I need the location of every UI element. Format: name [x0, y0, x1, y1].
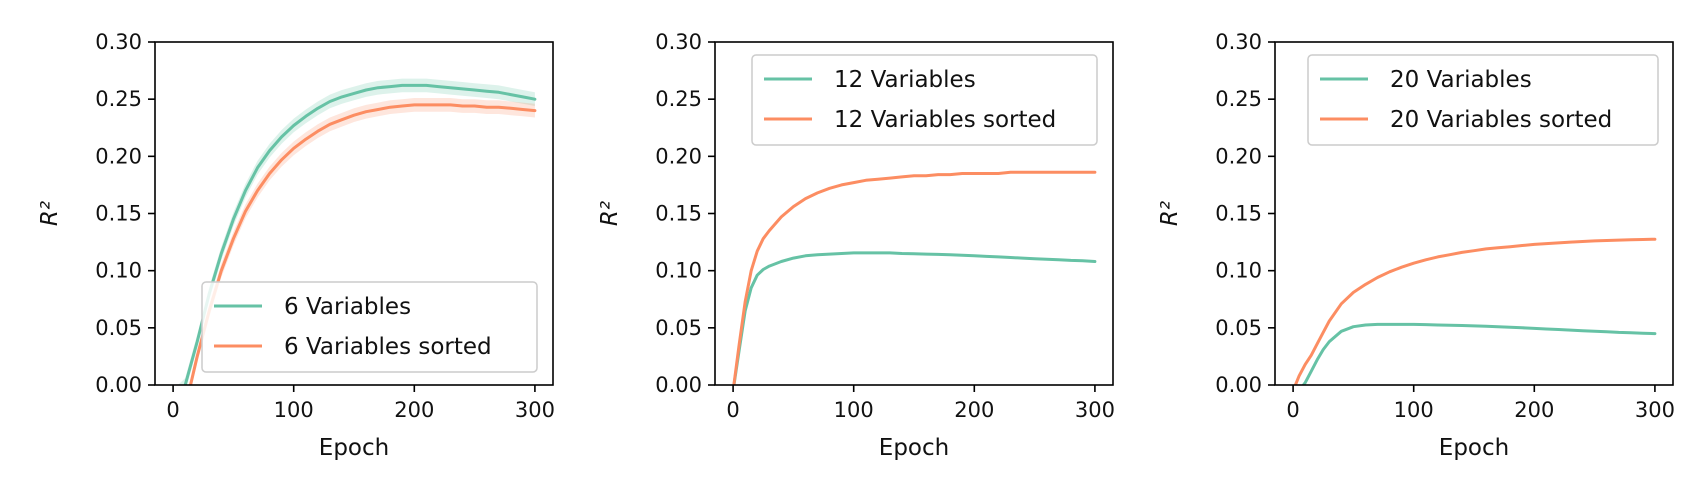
series-band-2: [188, 98, 535, 385]
plot-area: [1293, 237, 1657, 385]
x-tick-label: 100: [1394, 398, 1434, 422]
x-tick-label: 0: [1286, 398, 1299, 422]
legend-label-1: 12 Variables: [834, 67, 976, 93]
y-axis-label: R²: [1157, 201, 1183, 226]
y-tick-label: 0.30: [95, 30, 142, 54]
y-tick-label: 0.05: [1215, 316, 1262, 340]
x-tick-label: 100: [274, 398, 314, 422]
y-axis-label: R²: [597, 201, 623, 226]
plot-area: [177, 78, 537, 385]
y-tick-label: 0.10: [655, 259, 702, 283]
chart-panel-6-variables: 0 100 200 300 0.00 0.05 0.10 0.15 0.20 0.25 0.30 Ep…: [37, 30, 555, 461]
y-tick-label: 0.30: [1215, 30, 1262, 54]
legend-label-1: 20 Variables: [1390, 67, 1532, 93]
legend-label-2: 6 Variables sorted: [284, 334, 492, 360]
y-axis-label: R²: [37, 201, 63, 226]
y-tick-label: 0.05: [655, 316, 702, 340]
series-line-2: [188, 103, 537, 385]
x-tick-label: 200: [394, 398, 434, 422]
chart-panel-12-variables: 0 100 200 300 0.00 0.05 0.10 0.15 0.20 0.25 0.30 Ep…: [597, 30, 1115, 461]
y-tick-label: 0.20: [1215, 144, 1262, 168]
legend: 6 Variables 6 Variables sorted: [201, 281, 538, 373]
series-line-2: [1293, 237, 1657, 385]
y-tick-label: 0.05: [95, 316, 142, 340]
x-axis-label: Epoch: [319, 435, 389, 461]
y-tick-label: 0.30: [655, 30, 702, 54]
x-tick-label: 0: [726, 398, 739, 422]
y-tick-label: 0.25: [1215, 87, 1262, 111]
series-line-1: [732, 251, 1097, 385]
legend-box: [1307, 54, 1659, 146]
x-tick-label: 300: [515, 398, 555, 422]
x-tick-label: 100: [834, 398, 874, 422]
series-line-2: [732, 170, 1097, 385]
y-tick-label: 0.00: [95, 373, 142, 397]
legend-label-2: 12 Variables sorted: [834, 107, 1056, 133]
legend-label-2: 20 Variables sorted: [1390, 107, 1612, 133]
x-tick-label: 200: [954, 398, 994, 422]
legend: 20 Variables 20 Variables sorted: [1307, 54, 1659, 146]
x-axis-label: Epoch: [879, 435, 949, 461]
y-tick-label: 0.20: [655, 144, 702, 168]
series-line-1: [1301, 322, 1657, 385]
y-tick-label: 0.25: [655, 87, 702, 111]
y-tick-label: 0.20: [95, 144, 142, 168]
y-tick-label: 0.10: [95, 259, 142, 283]
x-tick-label: 300: [1075, 398, 1115, 422]
plot-area: [732, 170, 1097, 385]
y-tick-label: 0.15: [655, 202, 702, 226]
x-tick-label: 300: [1635, 398, 1675, 422]
legend: 12 Variables 12 Variables sorted: [751, 54, 1098, 146]
y-tick-label: 0.00: [655, 373, 702, 397]
legend-box: [201, 281, 538, 373]
x-tick-label: 200: [1514, 398, 1554, 422]
y-tick-label: 0.10: [1215, 259, 1262, 283]
y-tick-label: 0.15: [1215, 202, 1262, 226]
y-tick-label: 0.00: [1215, 373, 1262, 397]
y-tick-label: 0.25: [95, 87, 142, 111]
chart-panel-20-variables: 0 100 200 300 0.00 0.05 0.10 0.15 0.20 0.25 0.30 Ep…: [1157, 30, 1675, 461]
y-tick-label: 0.15: [95, 202, 142, 226]
x-axis-label: Epoch: [1439, 435, 1509, 461]
x-tick-label: 0: [166, 398, 179, 422]
series-line-1: [183, 83, 537, 385]
legend-box: [751, 54, 1098, 146]
legend-label-1: 6 Variables: [284, 294, 411, 320]
